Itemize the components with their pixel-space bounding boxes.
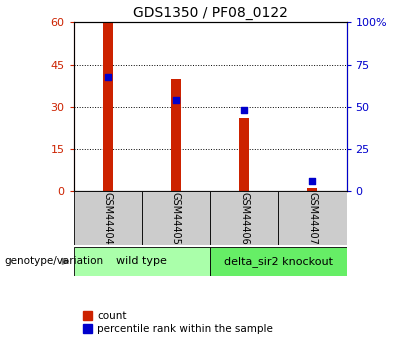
Bar [102,22,113,191]
Bar [239,118,249,191]
Bar [142,191,210,245]
Point [309,179,316,184]
Bar [278,191,346,245]
Point [173,97,179,103]
Bar [307,188,318,191]
Bar [210,191,278,245]
Text: GSM44404: GSM44404 [102,192,113,245]
Bar [74,191,142,245]
Text: delta_sir2 knockout: delta_sir2 knockout [224,256,333,267]
Bar [74,247,210,276]
Text: GSM44406: GSM44406 [239,192,249,245]
Legend: count, percentile rank within the sample: count, percentile rank within the sample [79,307,278,338]
Point [241,108,247,113]
Bar [210,247,346,276]
Title: GDS1350 / PF08_0122: GDS1350 / PF08_0122 [133,6,287,20]
Text: wild type: wild type [116,256,167,266]
Bar [171,79,181,191]
Text: GSM44405: GSM44405 [171,192,181,245]
Point [104,74,111,79]
Text: GSM44407: GSM44407 [307,192,318,245]
Text: genotype/variation: genotype/variation [4,256,103,266]
